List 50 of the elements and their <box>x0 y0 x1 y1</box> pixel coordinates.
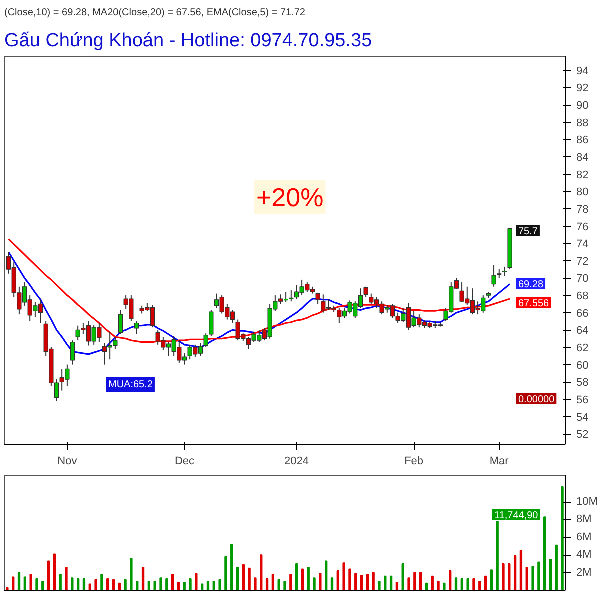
y-tick-label: 84 <box>576 152 589 164</box>
annotation: MUA:65.2 <box>108 380 154 390</box>
y-tick-label: 66 <box>576 308 589 320</box>
candlestick <box>70 340 76 366</box>
y-tick-label: 82 <box>576 169 589 182</box>
candlestick <box>118 310 124 336</box>
x-tick-label: 2024 <box>284 456 309 468</box>
y-tick-label: 6M <box>576 531 592 544</box>
annotation: 11,744,90 <box>494 510 539 522</box>
x-tick-label: Mar <box>490 456 510 468</box>
y-tick-label: 62 <box>576 342 589 354</box>
y-tick-label: 74 <box>576 238 589 251</box>
candlestick <box>134 321 140 336</box>
candlestick <box>492 264 496 288</box>
y-tick-label: 10M <box>576 496 598 508</box>
x-tick-label: Dec <box>174 456 196 468</box>
y-tick-label: 54 <box>576 412 589 424</box>
y-tick-label: 52 <box>576 429 589 442</box>
x-tick-label: Feb <box>404 456 424 468</box>
y-tick-label: 2M <box>576 566 592 579</box>
y-tick-label: 4M <box>576 549 592 562</box>
y-tick-label: 80 <box>576 186 589 199</box>
candlestick <box>204 333 208 348</box>
candlestick <box>316 292 320 305</box>
annotation: +20% <box>256 182 324 212</box>
candlestick <box>502 266 508 277</box>
y-tick-label: 92 <box>576 82 589 95</box>
text: 69.28 <box>518 280 544 290</box>
y-tick-label: 94 <box>576 65 589 78</box>
y-tick-label: 78 <box>576 204 589 216</box>
y-tick-label: 76 <box>576 221 589 234</box>
y-tick-label: 68 <box>576 290 589 303</box>
text: 0.00000 <box>518 394 556 406</box>
y-tick-label: 70 <box>576 273 589 286</box>
y-tick-label: 8M <box>576 514 592 526</box>
text: 75.7 <box>518 226 538 238</box>
y-tick-label: 72 <box>576 256 589 268</box>
y-tick-label: 90 <box>576 100 589 112</box>
y-tick-label: 86 <box>576 134 589 147</box>
text: 67.556 <box>518 298 550 310</box>
x-tick-label: Nov <box>58 456 78 468</box>
candlestick <box>364 286 368 298</box>
chart-title: Gấu Chứng Khoán - Hotline: 0974.70.95.35 <box>4 30 372 52</box>
candlestick <box>209 310 214 337</box>
y-tick-label: 60 <box>576 360 589 372</box>
y-tick-label: 88 <box>576 117 589 130</box>
y-tick-label: 58 <box>576 377 589 390</box>
y-tick-label: 56 <box>576 394 589 406</box>
y-tick-label: 64 <box>576 325 589 338</box>
chart-subtitle: (Close,10) = 69.28, MA20(Close,20) = 67.56, EMA(Close,5) = 71.72 <box>4 8 306 18</box>
